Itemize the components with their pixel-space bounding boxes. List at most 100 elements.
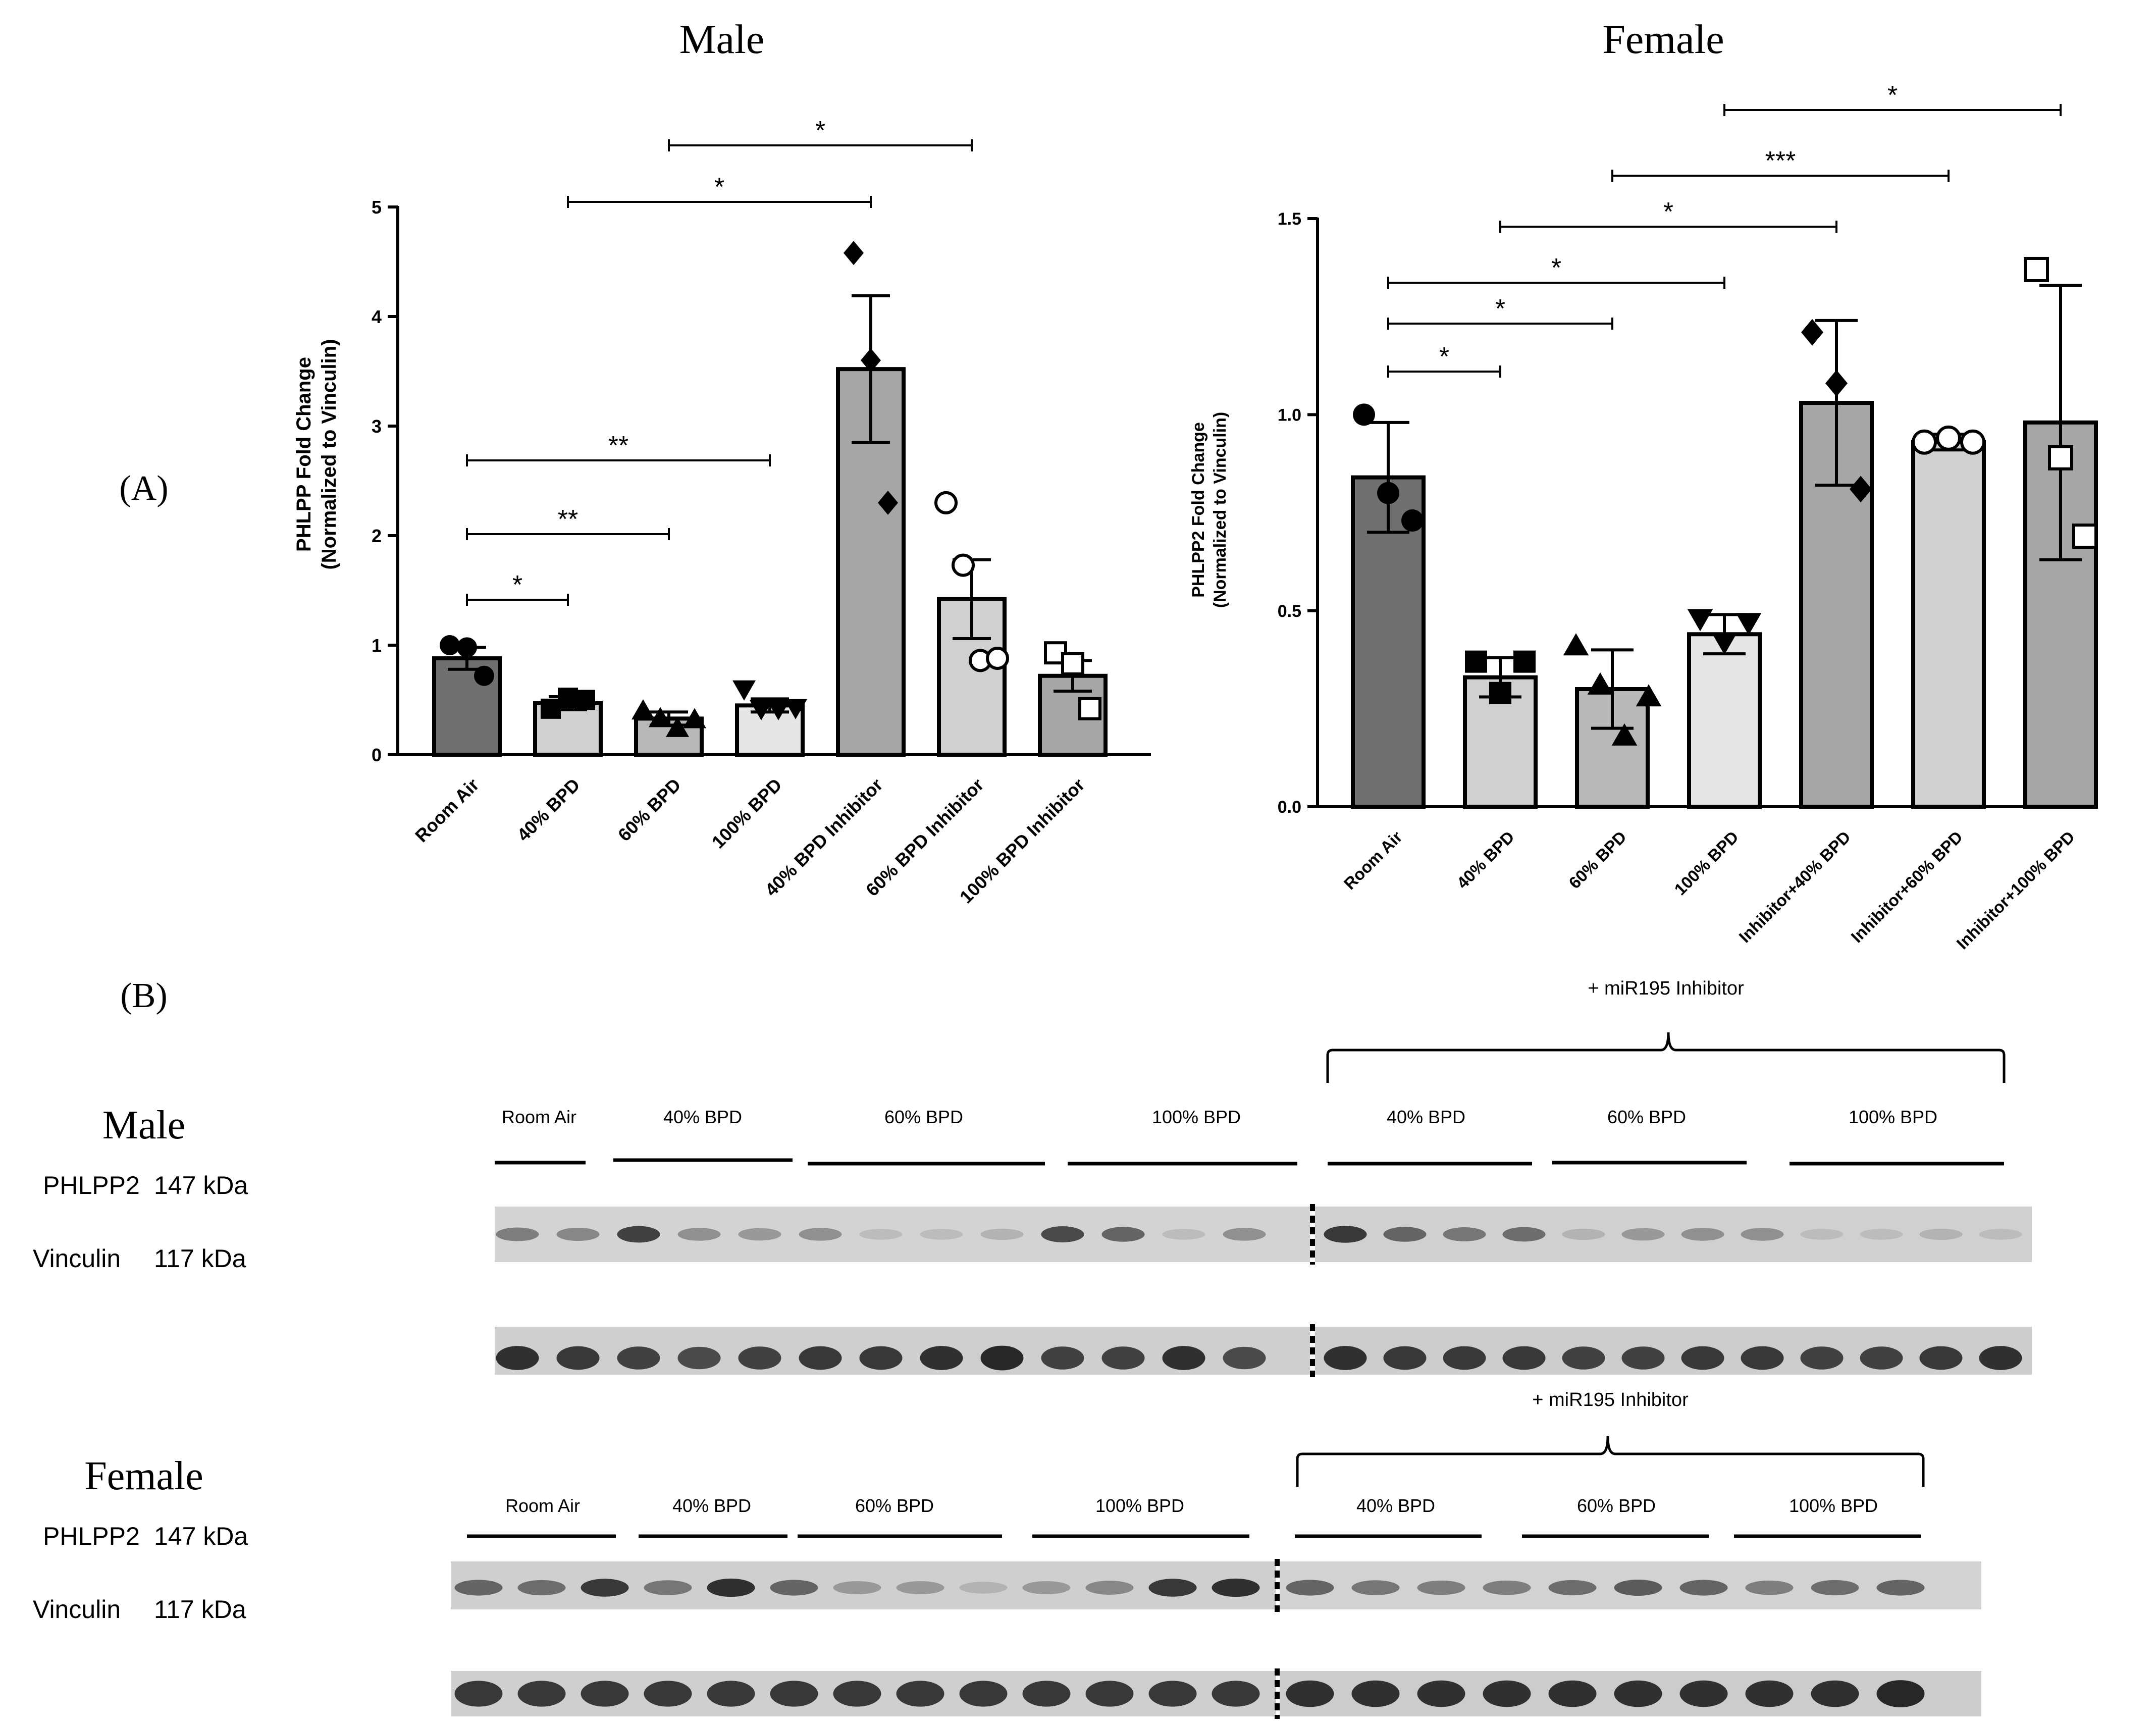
female-inhibitor-bracket — [1296, 1436, 1925, 1487]
male-inhibitor-label: + miR195 Inhibitor — [1588, 978, 1744, 999]
blot-band — [859, 1346, 903, 1370]
blot-band — [959, 1681, 1008, 1707]
blot-band — [517, 1681, 566, 1707]
significance-label: ** — [608, 431, 628, 460]
data-point — [541, 698, 561, 719]
blot-band — [1022, 1581, 1071, 1595]
data-point — [2024, 256, 2049, 282]
blot-band — [454, 1681, 503, 1707]
female-inhibitor-label: + miR195 Inhibitor — [1532, 1389, 1689, 1410]
blot-band — [1811, 1580, 1859, 1596]
data-point — [986, 647, 1009, 670]
data-point — [575, 690, 595, 710]
blot-band — [1162, 1346, 1205, 1370]
blot-band — [1621, 1346, 1665, 1370]
y-tick-label: 1 — [372, 635, 382, 656]
male-blot-title: Male — [102, 1103, 185, 1147]
y-tick-label: 3 — [372, 416, 382, 437]
blot-band — [1324, 1346, 1367, 1370]
data-point — [2072, 524, 2097, 549]
data-point — [2048, 445, 2073, 471]
female-chart-title: Female — [1602, 16, 1724, 62]
blot-band — [1621, 1228, 1665, 1241]
blot-band — [1919, 1228, 1963, 1240]
male-group-label: 100% BPD — [1849, 1107, 1937, 1127]
blot-band — [799, 1346, 842, 1370]
data-point — [1687, 609, 1713, 632]
blot-band — [677, 1228, 721, 1241]
male-y-axis-label: PHLPP Fold Change — [293, 357, 315, 552]
blot-band — [707, 1578, 755, 1597]
male-group-label: 40% BPD — [1387, 1107, 1465, 1127]
blot-band — [1860, 1346, 1903, 1370]
data-point — [1711, 633, 1738, 655]
x-tick-label: Inhibitor+100% BPD — [1953, 827, 2078, 953]
y-tick-label: 0.5 — [1278, 602, 1301, 621]
x-tick-label: Inhibitor+60% BPD — [1847, 827, 1966, 947]
blot-band — [1502, 1227, 1546, 1242]
data-point — [861, 348, 881, 373]
blot-band — [980, 1345, 1024, 1371]
data-point — [844, 241, 864, 266]
blot-band — [1148, 1681, 1197, 1707]
blot-band — [1212, 1681, 1260, 1707]
blot-band — [1679, 1580, 1728, 1596]
blot-band — [1041, 1346, 1084, 1370]
significance-label: * — [815, 116, 825, 145]
male-chart-title: Male — [679, 16, 764, 62]
blot-band — [1919, 1346, 1963, 1370]
data-point — [474, 665, 494, 686]
blot-band — [1148, 1579, 1197, 1597]
male-vinculin-strip-right — [1315, 1327, 2032, 1375]
data-point — [784, 699, 807, 719]
male-group-label: Room Air — [502, 1107, 576, 1127]
blot-band — [1351, 1580, 1400, 1595]
female-blot-protein-1: PHLPP2 — [43, 1522, 140, 1550]
female-blot-size-1: 147 kDa — [154, 1522, 248, 1550]
blot-band — [770, 1681, 818, 1707]
blot-band — [1162, 1229, 1205, 1240]
blot-band — [1324, 1226, 1367, 1243]
female-blot-panel: Female PHLPP2 147 kDa Vinculin 117 kDa +… — [33, 1389, 1981, 1719]
blot-band — [896, 1681, 944, 1707]
blot-band — [738, 1228, 781, 1241]
blot-band — [1383, 1227, 1427, 1242]
female-group-label: 100% BPD — [1789, 1495, 1878, 1516]
data-point — [750, 700, 773, 720]
blot-band — [1741, 1228, 1784, 1241]
blot-band — [1979, 1229, 2022, 1240]
blot-band — [980, 1228, 1024, 1240]
significance-label: * — [1439, 342, 1449, 372]
blot-band — [1483, 1680, 1531, 1707]
blot-band — [556, 1346, 600, 1370]
y-tick-label: 0.0 — [1278, 798, 1301, 817]
y-tick-label: 4 — [372, 306, 382, 327]
data-point — [1513, 650, 1536, 673]
blot-band — [920, 1229, 963, 1240]
data-point — [878, 490, 898, 515]
y-tick-label: 1.0 — [1278, 406, 1301, 425]
blot-band — [1681, 1346, 1724, 1370]
data-point — [457, 637, 477, 658]
data-point — [1960, 429, 1985, 455]
bar — [1911, 440, 1986, 809]
female-group-label: 60% BPD — [855, 1495, 934, 1516]
x-tick-label: 40% BPD — [1453, 827, 1518, 893]
blot-band — [1979, 1346, 2022, 1370]
blot-band — [1286, 1680, 1334, 1707]
blot-band — [617, 1346, 660, 1370]
blot-band — [1745, 1580, 1794, 1595]
blot-band — [1443, 1346, 1486, 1370]
blot-band — [1614, 1680, 1662, 1707]
female-y-axis-label-2: (Normalized to Vinculin) — [1211, 412, 1230, 608]
blot-band — [1417, 1680, 1465, 1707]
significance-label: * — [1663, 197, 1673, 227]
blot-band — [1101, 1227, 1145, 1242]
blot-band — [1223, 1228, 1266, 1241]
data-point — [952, 553, 975, 577]
blot-band — [920, 1346, 963, 1370]
male-inhibitor-bracket — [1326, 1032, 2006, 1083]
data-point — [1061, 652, 1084, 675]
blot-band — [644, 1681, 692, 1707]
data-point — [1465, 650, 1487, 673]
